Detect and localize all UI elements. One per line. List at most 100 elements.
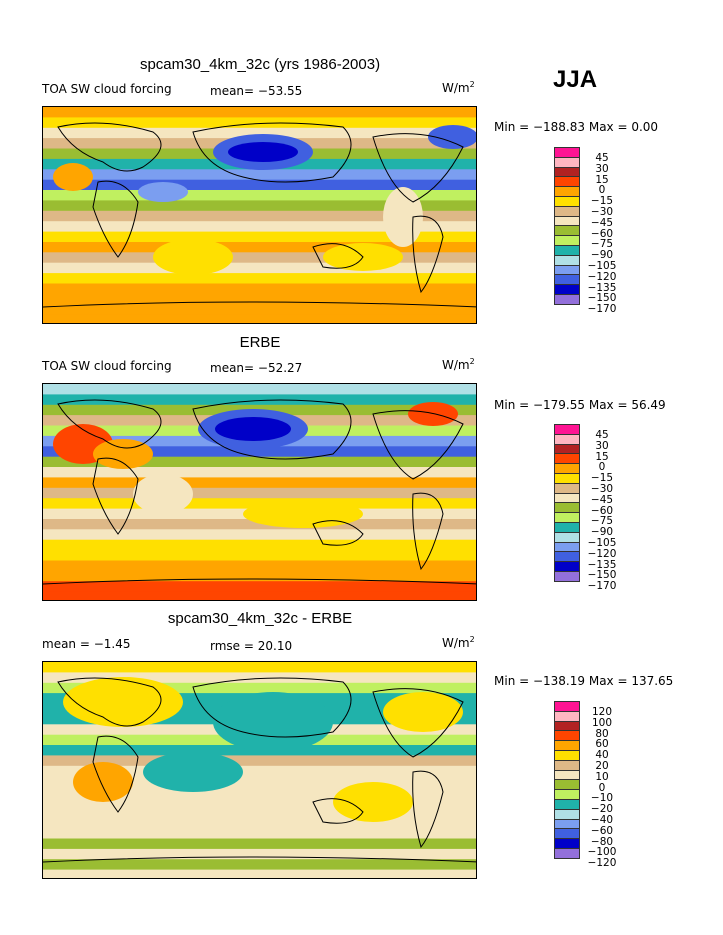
colorbar-tick-label: 60 <box>595 738 609 751</box>
colorbar-tick-label: 40 <box>595 749 609 762</box>
field-band <box>43 550 476 562</box>
field-band <box>43 231 476 243</box>
coastline <box>92 180 139 258</box>
panel-left-label: TOA SW cloud forcing <box>42 359 172 373</box>
coastline <box>312 798 364 824</box>
units-label: W/m2 <box>442 80 475 95</box>
colorbar-tick-label: 45 <box>595 152 609 164</box>
panel-stat: mean= −53.55 <box>210 84 303 98</box>
panel-left-label: TOA SW cloud forcing <box>42 82 172 96</box>
map-panel <box>42 661 477 879</box>
field-band <box>43 755 476 767</box>
field-band <box>43 828 476 840</box>
field-band <box>43 283 476 295</box>
colorbar-tick-label: −90 <box>590 526 614 539</box>
coastline <box>372 410 464 480</box>
field-band <box>43 252 476 264</box>
colorbar-tick-label: −120 <box>587 857 617 870</box>
map-panel <box>42 383 477 601</box>
min-max-label: Min = −188.83 Max = 0.00 <box>494 120 659 134</box>
field-band <box>43 127 476 140</box>
colorbar-tick-label: −60 <box>590 227 614 240</box>
colorbar <box>554 424 580 582</box>
field-region <box>215 417 291 441</box>
colorbar-tick-label: 15 <box>595 173 609 186</box>
field-band <box>43 179 476 192</box>
units-text: W/m <box>442 358 470 372</box>
coastline <box>312 520 364 546</box>
colorbar-tick-label: 0 <box>598 184 606 197</box>
units-label: W/m2 <box>442 357 475 372</box>
units-exponent: 2 <box>469 80 475 89</box>
colorbar-tick-label: −170 <box>587 303 617 316</box>
map-field <box>43 662 476 878</box>
field-band <box>43 498 476 510</box>
field-region <box>138 182 188 202</box>
units-exponent: 2 <box>469 357 475 366</box>
colorbar-tick-label: −80 <box>590 835 614 848</box>
colorbar-tick-label: −45 <box>590 493 614 506</box>
field-band <box>43 786 476 798</box>
field-band <box>43 456 476 469</box>
map-field <box>43 107 476 323</box>
field-band <box>43 848 476 861</box>
colorbar <box>554 147 580 305</box>
colorbar-tick-label: −120 <box>587 270 617 283</box>
field-region <box>213 692 333 752</box>
field-band <box>43 765 476 778</box>
field-band <box>43 838 476 850</box>
field-band <box>43 859 476 871</box>
field-region <box>133 474 193 514</box>
coastline <box>57 122 162 172</box>
units-text: W/m <box>442 81 470 95</box>
coastline <box>192 677 352 738</box>
colorbar-tick-label: 0 <box>598 781 606 794</box>
field-band <box>43 581 476 593</box>
colorbar-swatch <box>554 847 580 859</box>
colorbar-tick-label: −75 <box>590 515 614 528</box>
field-region <box>53 163 93 191</box>
coastline <box>43 578 476 585</box>
field-band <box>43 570 476 583</box>
coastline <box>57 677 162 727</box>
colorbar-tick-label: −170 <box>587 580 617 593</box>
colorbar-tick-label: 20 <box>595 760 609 772</box>
min-max-label: Min = −138.19 Max = 137.65 <box>494 674 674 688</box>
field-band <box>43 477 476 489</box>
coastline <box>192 122 352 183</box>
field-band <box>43 529 476 541</box>
field-band <box>43 384 476 396</box>
season-label: JJA <box>553 66 598 93</box>
colorbar-tick-label: −45 <box>590 216 614 229</box>
field-region <box>428 125 476 149</box>
field-region <box>143 752 243 792</box>
panel-title: ERBE <box>239 334 281 351</box>
colorbar-tick-label: −20 <box>590 803 614 816</box>
panel-title: spcam30_4km_32c (yrs 1986-2003) <box>139 56 381 73</box>
units-text: W/m <box>442 636 470 650</box>
field-region <box>243 500 363 528</box>
coastline <box>412 770 444 849</box>
coastline <box>412 492 444 571</box>
colorbar <box>554 701 580 859</box>
field-band <box>43 242 476 254</box>
field-band <box>43 869 476 878</box>
field-band <box>43 190 476 202</box>
colorbar-tick-label: −150 <box>587 292 617 305</box>
colorbar-tick-label: −120 <box>587 547 617 560</box>
field-region <box>153 239 233 275</box>
field-band <box>43 169 476 181</box>
coastline <box>312 243 364 269</box>
field-band <box>43 210 476 223</box>
field-band <box>43 304 476 316</box>
field-band <box>43 467 476 479</box>
coastline <box>412 215 444 294</box>
colorbar-swatch <box>554 570 580 582</box>
colorbar-tick-label: −105 <box>587 537 617 549</box>
panel-title: spcam30_4km_32c - ERBE <box>167 610 353 627</box>
coastline <box>92 457 139 535</box>
colorbar-tick-label: −90 <box>590 249 614 262</box>
field-band <box>43 591 476 600</box>
coastline <box>43 856 476 863</box>
